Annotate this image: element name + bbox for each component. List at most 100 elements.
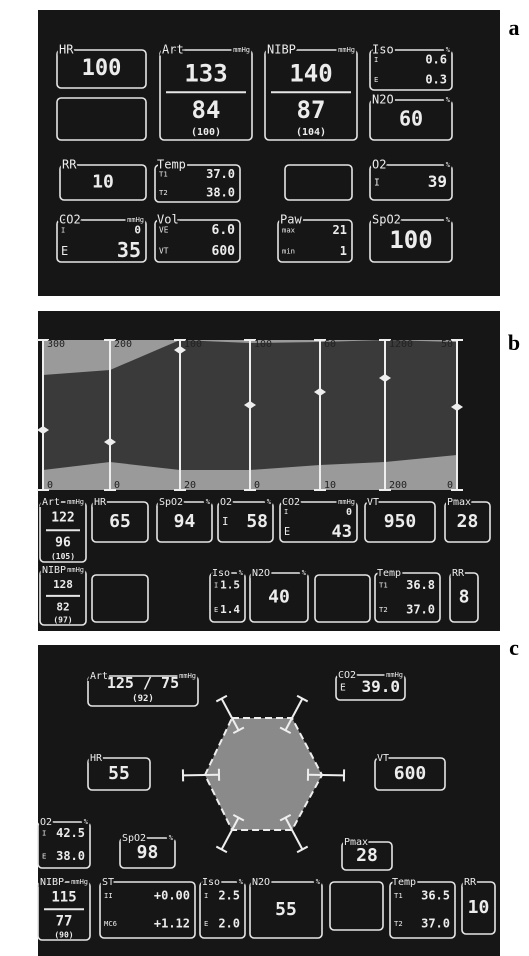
box-value: 55 xyxy=(108,763,130,784)
value-prefix: VT xyxy=(159,247,169,256)
value-prefix: T2 xyxy=(159,188,168,197)
box-value: 35 xyxy=(117,238,141,262)
box-unit: mmHg xyxy=(67,498,84,506)
box-label: RR xyxy=(62,158,77,172)
box-value: 65 xyxy=(109,511,131,532)
box-label: Art xyxy=(42,497,60,508)
box-label: HR xyxy=(94,497,107,508)
value-prefix: I xyxy=(214,581,218,589)
box-value: 94 xyxy=(174,511,196,532)
box-value: 37.0 xyxy=(421,917,450,931)
box-label: NIBP xyxy=(267,43,296,57)
box-unit: mmHg xyxy=(338,46,355,54)
box-value: 140 xyxy=(289,59,332,87)
scale-bottom: 0 xyxy=(47,480,53,491)
box-value: 1.4 xyxy=(220,603,240,616)
box-label: O2 xyxy=(372,158,386,172)
box-value: 84 xyxy=(192,96,221,124)
value-prefix: E xyxy=(340,683,346,694)
box-value: 87 xyxy=(297,96,326,124)
scale-top: 100 xyxy=(254,339,272,350)
box-value: 21 xyxy=(333,223,347,237)
value-prefix: E xyxy=(42,852,46,861)
box-value: 28 xyxy=(457,511,479,532)
box-value: 10 xyxy=(92,172,114,193)
box-value: 100 xyxy=(389,226,432,254)
box-value: 100 xyxy=(82,56,122,81)
box-value: 39.0 xyxy=(361,677,400,696)
scale-bottom: 10 xyxy=(324,480,336,491)
box-value: 37.0 xyxy=(406,602,435,616)
box-value: 60 xyxy=(399,107,423,131)
box-value: 36.5 xyxy=(421,889,450,903)
box-label: N2O xyxy=(252,877,270,888)
box-label: Temp xyxy=(392,877,416,888)
scale-top: 60 xyxy=(324,339,336,350)
scale-top: 1200 xyxy=(389,339,413,350)
box-value: 600 xyxy=(212,244,236,259)
box-value: 37.0 xyxy=(206,167,235,181)
scale-bottom: 0 xyxy=(254,480,260,491)
box-value: 2.0 xyxy=(218,917,240,931)
box-label: CO2 xyxy=(282,497,300,508)
scale-bottom: 20 xyxy=(184,480,196,491)
box-value: 6.0 xyxy=(212,223,236,238)
page: aHR100ArtmmHg13384(100)NIBPmmHg14087(104… xyxy=(0,0,529,956)
box-value: 58 xyxy=(246,511,268,532)
box-label: Vol xyxy=(157,213,179,227)
scale-top: 50 xyxy=(441,339,453,350)
value-prefix: T2 xyxy=(379,605,388,614)
box-value: 8 xyxy=(459,587,470,608)
value-prefix: E xyxy=(214,606,218,614)
box-label: SpO2 xyxy=(372,213,401,227)
box-value: 40 xyxy=(268,587,290,608)
box-value: 38.0 xyxy=(56,849,85,863)
box-value: 43 xyxy=(332,522,352,542)
box-value: 600 xyxy=(394,763,427,784)
scale-bottom: 0 xyxy=(447,480,453,491)
box-label: Paw xyxy=(280,213,302,227)
value-prefix: T1 xyxy=(379,580,388,589)
box-value: 82 xyxy=(56,600,69,613)
panel-letter: b xyxy=(508,330,520,355)
panel-letter: c xyxy=(509,635,519,660)
value-prefix: E xyxy=(204,919,208,928)
box-value: 133 xyxy=(184,59,227,87)
box-label: O2 xyxy=(220,497,232,508)
panel-letter: a xyxy=(509,15,520,40)
box-label: VT xyxy=(367,497,379,508)
box-value: 36.8 xyxy=(406,578,435,592)
scale-top: 100 xyxy=(184,339,202,350)
value-prefix: I xyxy=(61,227,65,235)
box-value: (100) xyxy=(191,127,221,138)
box-value: 1.5 xyxy=(220,578,240,591)
box-label: CO2 xyxy=(59,213,81,227)
box-unit: mmHg xyxy=(338,498,355,506)
figure: aHR100ArtmmHg13384(100)NIBPmmHg14087(104… xyxy=(0,0,529,956)
box-unit: mmHg xyxy=(233,46,250,54)
box-label: HR xyxy=(90,753,103,764)
value-prefix: E xyxy=(374,75,378,84)
value-prefix: VE xyxy=(159,226,169,235)
box-unit: mmHg xyxy=(67,566,84,574)
box-value: 125 / 75 xyxy=(107,674,179,692)
value-prefix: T2 xyxy=(394,919,403,928)
box-label: NIBP xyxy=(40,877,64,888)
box-value: 1 xyxy=(340,244,347,258)
box-value: +0.00 xyxy=(154,889,190,903)
box-value: 28 xyxy=(356,845,378,866)
box-label: Temp xyxy=(377,568,401,579)
scale-top: 300 xyxy=(47,339,65,350)
value-prefix: T1 xyxy=(159,169,168,178)
box-label: N2O xyxy=(252,568,270,579)
box-value: (92) xyxy=(132,694,154,704)
box-value: 115 xyxy=(51,890,76,906)
box-value: 77 xyxy=(56,913,73,929)
value-prefix: I xyxy=(222,515,229,528)
value-prefix: I xyxy=(374,55,378,64)
value-prefix: E xyxy=(284,527,290,538)
box-value: 128 xyxy=(53,578,73,591)
scale-bottom: 0 xyxy=(114,480,120,491)
box-value: 96 xyxy=(55,535,71,550)
box-value: 10 xyxy=(468,897,490,918)
